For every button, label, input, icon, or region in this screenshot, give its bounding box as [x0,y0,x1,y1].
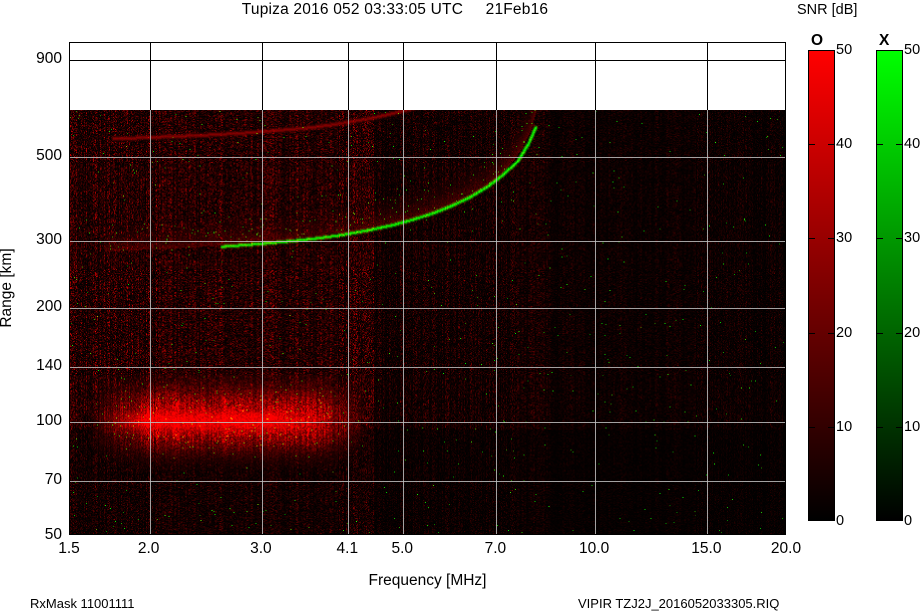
y-tick-label-500: 500 [36,147,62,165]
no-data-band [70,43,785,110]
ionogram-canvas[interactable] [70,110,785,534]
ionogram-plot[interactable] [69,42,786,535]
colorbar-o-mode[interactable] [808,50,835,521]
colorbar-o-tick-30 [808,238,815,240]
x-tick-label-5p0: 5.0 [391,540,414,557]
x-tick-label-2p0: 2.0 [137,540,160,557]
colorbar-o-mode-label: O [811,32,824,49]
colorbar-o-tick-40 [808,144,815,146]
colorbar-x-ticklabel-10: 10 [904,418,921,435]
x-tick-label-7p0: 7.0 [484,540,507,557]
colorbar-x-tick2-30 [896,238,903,240]
colorbar-x-ticklabel-30: 30 [904,230,921,247]
gridline-v-3p0 [261,43,263,110]
colorbar-x-mode-label: X [879,32,890,49]
gridline-v-7p0 [496,43,498,110]
colorbar-o-ticklabel-10: 10 [836,418,853,435]
colorbar-o-tick-20 [808,332,815,334]
x-tick-label-20p0: 20.0 [770,540,802,557]
colorbar-o-tick2-20 [828,332,835,334]
colorbar-o-ticklabel-0: 0 [836,513,845,529]
colorbar-o-tick2-40 [828,144,835,146]
colorbar-x-tick-40 [876,144,883,146]
y-axis: Range [km] 900 500 300 200 140 100 70 50 [0,0,66,614]
x-tick-label-1p5: 1.5 [58,540,80,557]
y-tick-label-900: 900 [36,50,62,68]
y-axis-label: Range [km] [0,248,15,328]
x-tick-label-4p1: 4.1 [336,540,359,557]
colorbar-x-ticklabel-20: 20 [904,324,921,341]
y-tick-label-140: 140 [36,356,62,374]
colorbar-o-tick2-30 [828,238,835,240]
source-file-label: VIPIR TZJ2J_2016052033305.RIQ [578,596,780,611]
colorbar-o-ticklabel-20: 20 [836,324,853,341]
colorbar-o-ticklabel-50: 50 [836,42,853,58]
y-tick-label-200: 200 [36,297,62,315]
rxmask-label: RxMask 11001111 [30,596,135,611]
colorbar-x-tick-30 [876,238,883,240]
colorbar-x-ticklabel-50: 50 [904,42,921,58]
gridline-v-10p0 [595,43,597,110]
x-tick-label-3p0: 3.0 [250,540,272,557]
x-tick-label-10p0: 10.0 [579,540,610,557]
gridline-v-15p0 [707,43,709,110]
ionogram-data-canvas[interactable] [70,110,785,534]
colorbar-o-ticklabel-30: 30 [836,230,853,247]
colorbar-x-tick-20 [876,332,883,334]
y-tick-label-70: 70 [44,470,62,488]
colorbar-title: SNR [dB] [797,2,858,18]
gridline-v-5p0 [403,43,405,110]
gridline-h-900 [70,60,785,62]
y-tick-label-100: 100 [36,411,62,429]
colorbar-x-tick2-20 [896,332,903,334]
x-tick-label-15p0: 15.0 [691,540,722,557]
gridline-v-2p0 [149,43,151,110]
colorbar-x-ticklabel-40: 40 [904,136,921,153]
colorbar-x-ticklabel-0: 0 [904,513,913,529]
colorbar-o-ticklabel-40: 40 [836,136,853,153]
page-title: Tupiza 2016 052 03:33:05 UTC 21Feb16 [241,1,549,18]
y-tick-label-300: 300 [36,231,62,249]
colorbar-x-tick2-40 [896,144,903,146]
colorbar-o-tick-10 [808,426,815,428]
y-tick-label-50: 50 [44,526,62,543]
colorbar-x-tick-10 [876,426,883,428]
colorbar-x-tick2-10 [896,426,903,428]
colorbar-o-tick2-10 [828,426,835,428]
gridline-v-4p1 [348,43,350,110]
x-axis-label: Frequency [MHz] [368,572,487,589]
colorbar-x-mode[interactable] [876,50,903,521]
